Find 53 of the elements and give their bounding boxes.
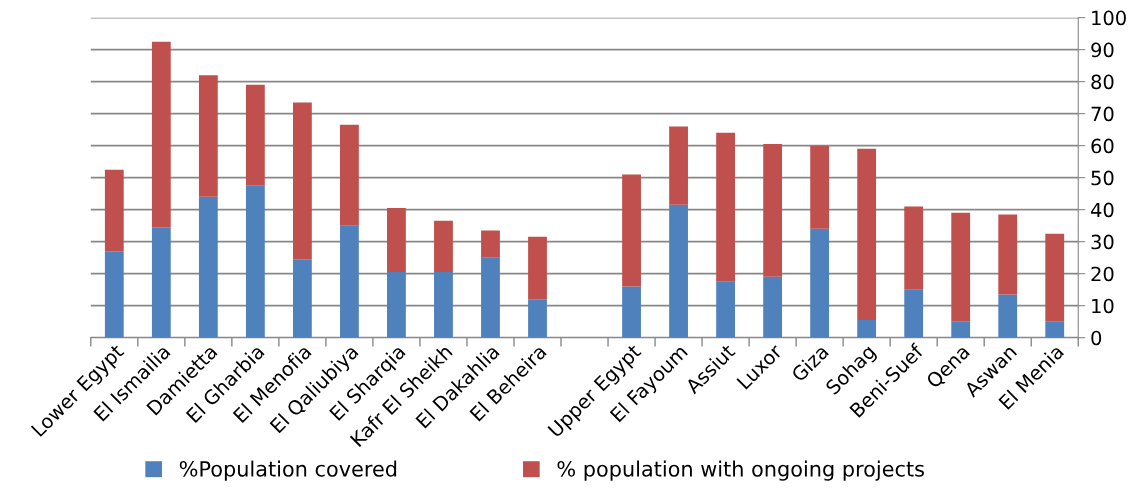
- bar: [198, 196, 218, 338]
- bar: [763, 276, 783, 338]
- bar: [998, 294, 1018, 338]
- bar: [434, 272, 453, 338]
- y-tick-label: 40: [1091, 202, 1114, 218]
- bar: [716, 132, 735, 282]
- bar: [951, 212, 971, 322]
- bar: [387, 272, 406, 338]
- bar: [857, 148, 877, 321]
- y-tick-label: 10: [1092, 298, 1114, 314]
- bar: [669, 204, 688, 338]
- bar: [998, 214, 1018, 295]
- bar: [857, 320, 877, 338]
- y-tick-label: 70: [1091, 106, 1114, 122]
- y-tick-label: 50: [1091, 170, 1114, 186]
- y-tick-label: 0: [1091, 330, 1102, 346]
- bar: [669, 126, 688, 205]
- legend-label: % population with ongoing projects: [557, 460, 924, 481]
- bar: [245, 185, 265, 338]
- bar: [481, 230, 500, 258]
- bar: [622, 174, 641, 287]
- y-tick-label: 20: [1091, 266, 1114, 282]
- bar: [151, 41, 171, 228]
- y-tick-label: 60: [1091, 138, 1114, 154]
- bar: [104, 251, 124, 338]
- bar: [292, 259, 312, 338]
- y-tick-label: 30: [1091, 234, 1114, 250]
- bar: [528, 299, 547, 338]
- bar: [434, 220, 453, 273]
- bar: [387, 208, 406, 273]
- y-tick-label: 100: [1092, 10, 1126, 26]
- bar: [151, 227, 171, 338]
- bar: [904, 206, 924, 290]
- bar: [1045, 321, 1065, 338]
- bar: [340, 124, 359, 226]
- bar: [198, 75, 218, 197]
- bar: [716, 281, 735, 338]
- bar: [1045, 233, 1065, 322]
- bar: [245, 84, 265, 186]
- legend-label: %Population covered: [179, 460, 397, 481]
- bar: [340, 225, 359, 338]
- bar: [763, 144, 783, 277]
- bar: [622, 286, 641, 338]
- y-tick-label: 80: [1091, 74, 1114, 90]
- bar: [528, 236, 547, 300]
- bar: [904, 289, 924, 338]
- bar: [951, 321, 971, 338]
- bar: [481, 257, 500, 338]
- y-tick-label: 90: [1091, 42, 1114, 58]
- bar: [292, 102, 312, 260]
- bar: [104, 169, 124, 252]
- bar: [810, 145, 830, 229]
- bar: [810, 228, 830, 338]
